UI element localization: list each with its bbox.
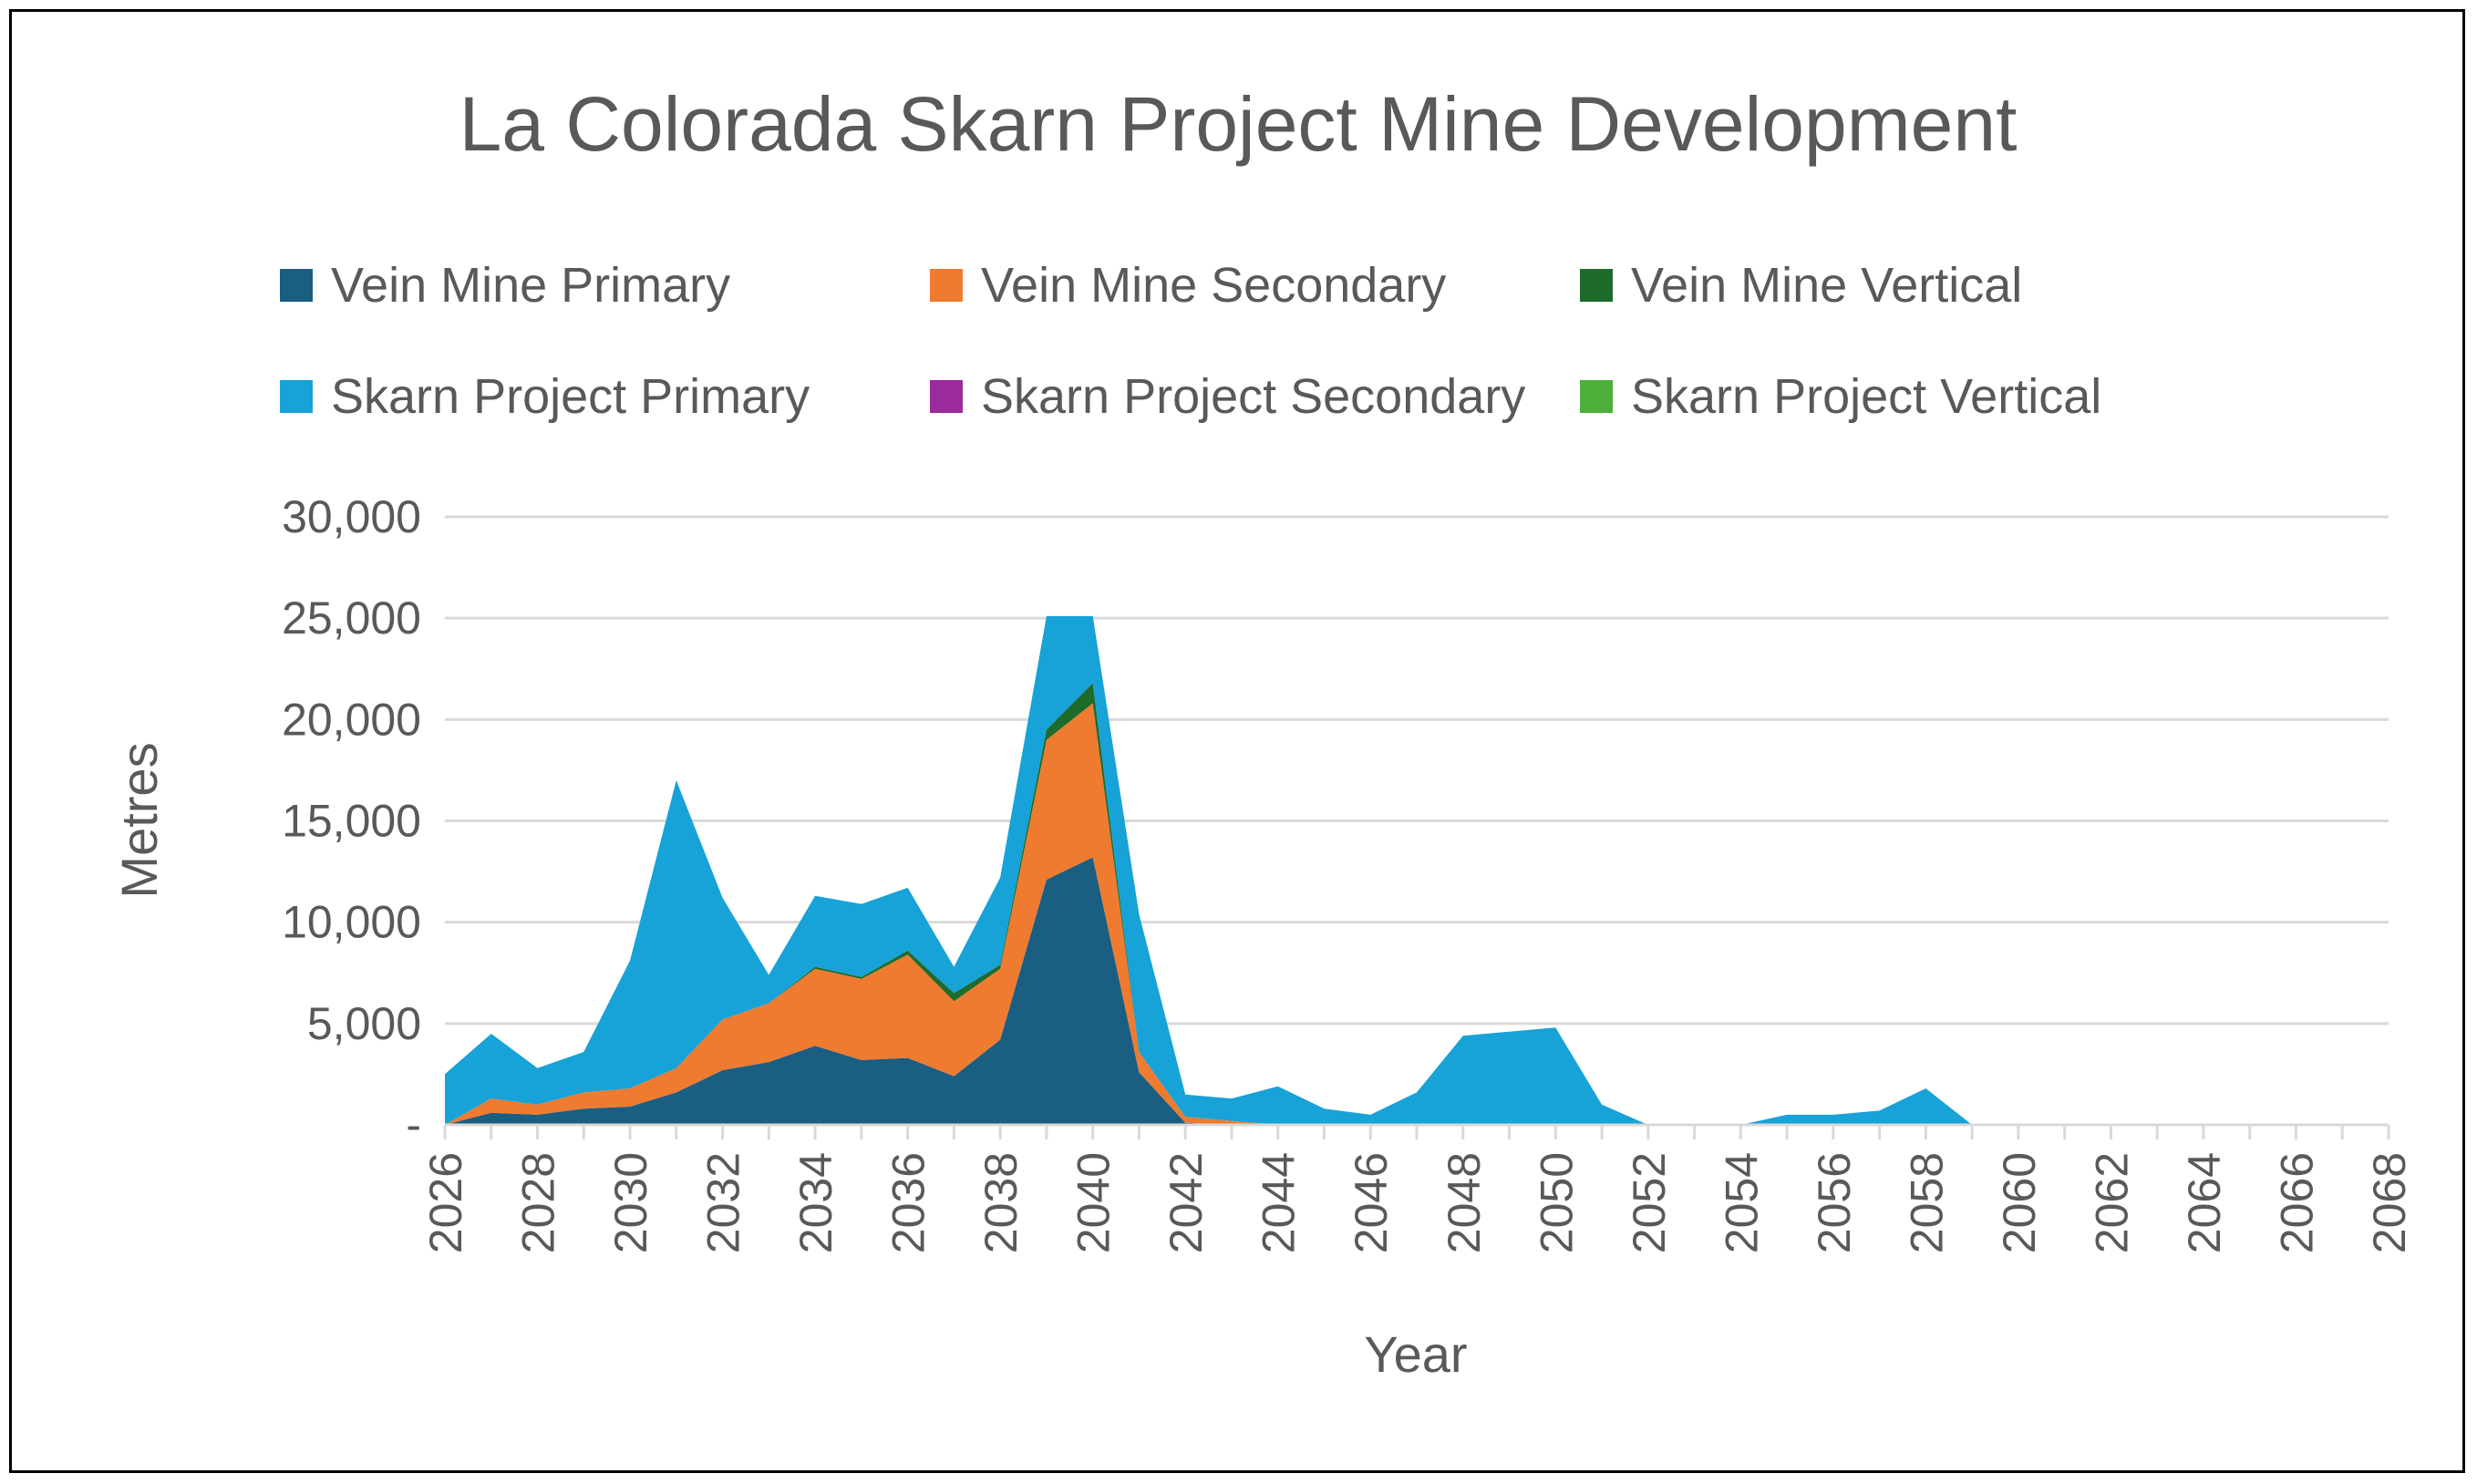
x-tick-label: 2034 — [790, 1152, 841, 1253]
legend-swatch — [1580, 269, 1613, 302]
x-tick-label: 2032 — [698, 1152, 749, 1253]
x-tick-label: 2030 — [605, 1152, 656, 1253]
chart-title: La Colorada Skarn Project Mine Developme… — [459, 81, 2018, 167]
x-tick-label: 2044 — [1254, 1152, 1305, 1253]
y-tick-label: 15,000 — [282, 796, 421, 847]
x-tick-label: 2062 — [2086, 1152, 2137, 1253]
x-tick-label: 2048 — [1439, 1152, 1490, 1253]
x-tick-label: 2060 — [1994, 1152, 2045, 1253]
x-tick-label: 2046 — [1346, 1152, 1397, 1253]
x-tick-label: 2064 — [2179, 1152, 2230, 1253]
chart-frame — [9, 9, 2465, 1473]
y-axis: - 5,000 10,000 15,000 20,000 25,000 30,000 — [282, 491, 421, 1150]
x-axis-title: Year — [1364, 1325, 1467, 1383]
y-tick-label: 20,000 — [282, 694, 421, 745]
x-tick-label: 2058 — [1901, 1152, 1952, 1253]
legend-swatch — [280, 269, 313, 302]
legend-label: Skarn Project Secondary — [981, 369, 1525, 424]
area-skarn-project-primary — [445, 615, 2389, 1125]
x-tick-label: 2052 — [1624, 1152, 1675, 1253]
legend-item-skarn-project-vertical: Skarn Project Vertical — [1580, 369, 2101, 424]
x-tick-label: 2040 — [1068, 1152, 1120, 1253]
legend: Vein Mine Primary Vein Mine Secondary Vein… — [280, 258, 2101, 424]
legend-item-vein-mine-vertical: Vein Mine Vertical — [1580, 258, 2022, 313]
y-tick-label: 25,000 — [282, 593, 421, 644]
x-tick-label: 2028 — [513, 1152, 564, 1253]
y-tick-label: 5,000 — [307, 998, 421, 1049]
legend-item-vein-mine-primary: Vein Mine Primary — [280, 258, 730, 313]
legend-label: Vein Mine Vertical — [1631, 258, 2022, 313]
legend-label: Skarn Project Vertical — [1631, 369, 2101, 424]
legend-label: Vein Mine Primary — [331, 258, 730, 313]
plot-areas — [445, 615, 2389, 1125]
y-tick-label: 30,000 — [282, 491, 421, 542]
legend-item-vein-mine-secondary: Vein Mine Secondary — [930, 258, 1446, 313]
y-axis-title: Metres — [110, 742, 168, 898]
area-vein-mine-secondary — [445, 703, 2389, 1125]
y-tick-label: 10,000 — [282, 897, 421, 948]
x-tick-label: 2056 — [1809, 1152, 1860, 1253]
x-axis: 2026 2028 2030 2032 2034 2036 2038 2040 2042 2044… — [420, 1123, 2415, 1253]
x-tick-label: 2036 — [883, 1152, 934, 1253]
x-tick-label: 2026 — [420, 1152, 471, 1253]
legend-label: Skarn Project Primary — [331, 369, 810, 424]
x-tick-label: 2068 — [2364, 1152, 2415, 1253]
legend-item-skarn-project-primary: Skarn Project Primary — [280, 369, 810, 424]
legend-label: Vein Mine Secondary — [981, 258, 1446, 313]
legend-item-skarn-project-secondary: Skarn Project Secondary — [930, 369, 1525, 424]
x-tick-label: 2038 — [975, 1152, 1027, 1253]
x-tick-label: 2054 — [1716, 1152, 1767, 1253]
x-tick-label: 2042 — [1161, 1152, 1212, 1253]
legend-swatch — [930, 380, 963, 413]
y-tick-label: - — [406, 1099, 421, 1150]
x-tick-label: 2066 — [2272, 1152, 2323, 1253]
legend-swatch — [280, 380, 313, 413]
legend-swatch — [930, 269, 963, 302]
legend-swatch — [1580, 380, 1613, 413]
x-tick-label: 2050 — [1531, 1152, 1582, 1253]
